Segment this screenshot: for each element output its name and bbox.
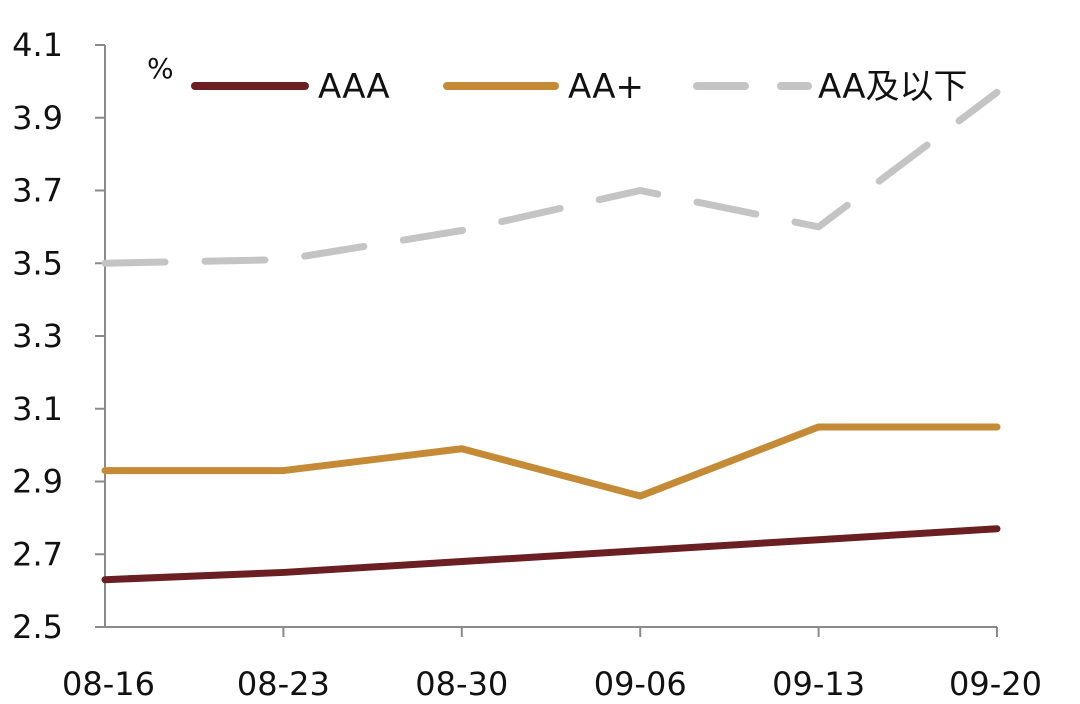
legend: AAA AA+ AA及以下 bbox=[191, 67, 967, 107]
x-tick-label: 08-30 bbox=[415, 665, 508, 703]
y-tick-label: 3.3 bbox=[12, 317, 63, 355]
y-tick-label: 3.9 bbox=[12, 99, 63, 137]
x-ticks: 08-16 08-23 08-30 09-06 09-13 09-20 bbox=[62, 627, 1042, 703]
x-tick-label: 08-16 bbox=[62, 665, 155, 703]
y-tick-label: 3.1 bbox=[12, 390, 63, 428]
y-ticks: 2.5 2.7 2.9 3.1 3.3 3.5 3.7 3.9 4.1 bbox=[12, 26, 105, 646]
y-tick-label: 2.5 bbox=[12, 608, 63, 646]
x-tick-label: 09-06 bbox=[594, 665, 687, 703]
legend-label-0: AAA bbox=[318, 67, 390, 107]
x-tick-label: 09-13 bbox=[772, 665, 865, 703]
y-unit-label: % bbox=[147, 52, 174, 85]
legend-label-1: AA+ bbox=[568, 67, 644, 107]
x-tick-label: 08-23 bbox=[237, 665, 330, 703]
y-tick-label: 4.1 bbox=[12, 26, 63, 64]
y-tick-label: 3.5 bbox=[12, 244, 63, 282]
legend-label-2: AA及以下 bbox=[818, 67, 967, 107]
series-line-1 bbox=[101, 423, 1001, 500]
series-lines bbox=[101, 88, 1001, 584]
series-line-2 bbox=[101, 88, 1001, 267]
x-tick-label: 09-20 bbox=[949, 665, 1042, 703]
y-tick-label: 3.7 bbox=[12, 172, 63, 210]
y-tick-label: 2.7 bbox=[12, 535, 63, 573]
series-line-0 bbox=[101, 525, 1001, 584]
y-tick-label: 2.9 bbox=[12, 463, 63, 501]
